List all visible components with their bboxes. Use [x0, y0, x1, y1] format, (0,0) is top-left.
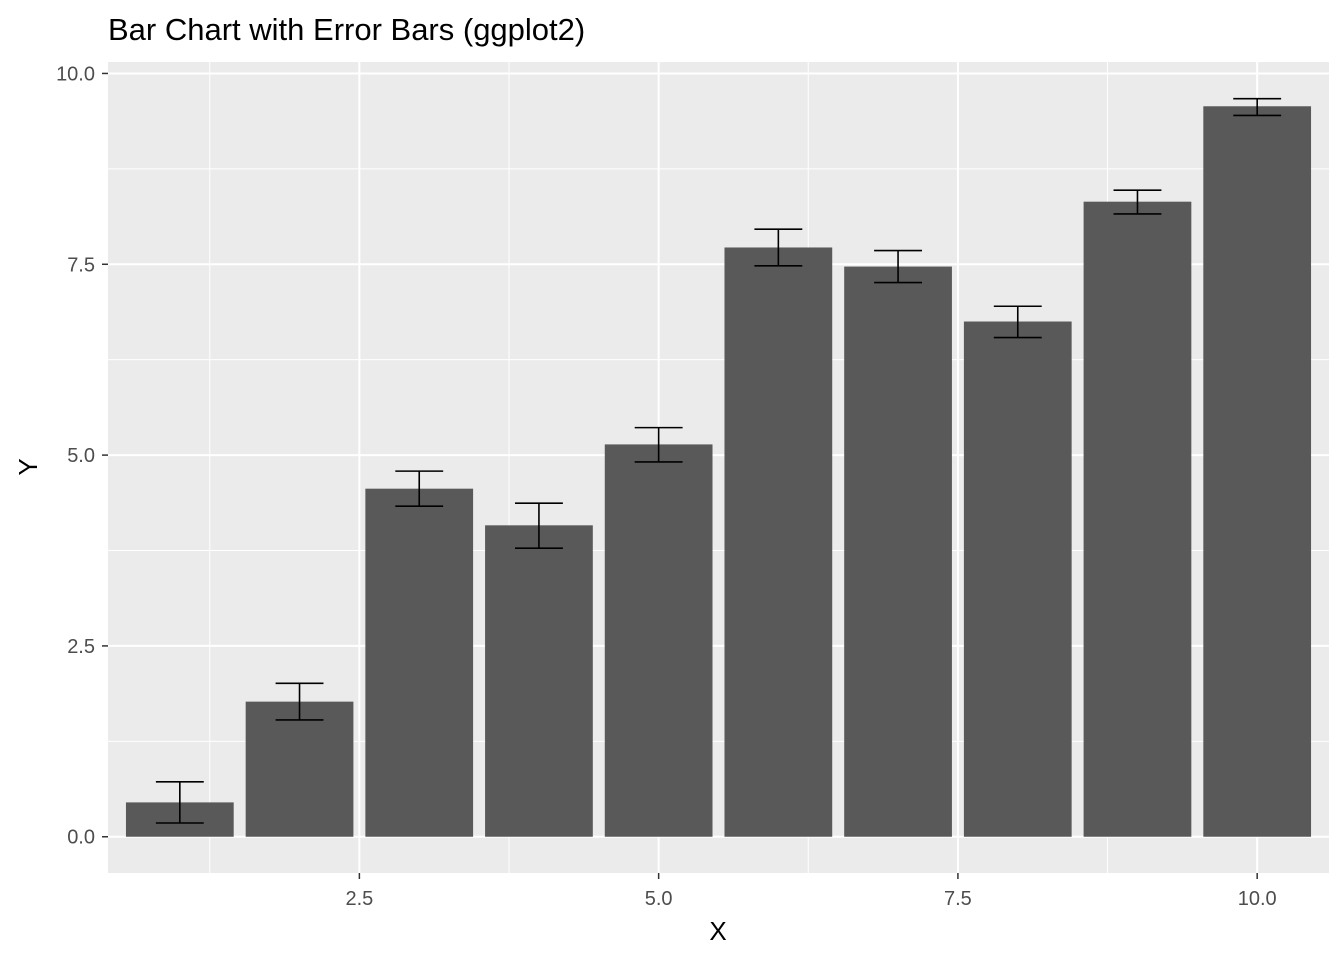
x-tick-label: 10.0	[1238, 888, 1277, 910]
axes: 2.5 5.0 7.5 10.0 0.0 2.5 5.0 7.5 10.0	[56, 63, 1277, 910]
error-bars	[155, 97, 1282, 824]
y-tick-label: 5.0	[67, 445, 95, 467]
error-bar	[515, 502, 563, 550]
bar	[365, 488, 474, 837]
y-tick-label: 7.5	[67, 254, 95, 276]
error-bar	[1233, 97, 1282, 117]
error-bar	[993, 305, 1042, 339]
x-tick-label: 5.0	[645, 888, 673, 910]
x-tick-label: 7.5	[944, 888, 972, 910]
x-axis-title: X	[709, 916, 726, 946]
bar	[724, 247, 833, 837]
error-bar	[155, 780, 204, 824]
bar	[485, 525, 593, 837]
y-tick-label: 0.0	[67, 827, 95, 849]
error-bar	[874, 249, 922, 284]
y-tick-label: 10.0	[56, 63, 95, 85]
bar	[963, 321, 1072, 837]
bars	[125, 106, 1312, 837]
error-bar	[634, 426, 683, 463]
x-tick-label: 2.5	[345, 888, 373, 910]
y-axis-title: Y	[13, 458, 43, 475]
chart-title: Bar Chart with Error Bars (ggplot2)	[108, 12, 585, 47]
bar	[604, 444, 713, 837]
bar	[1083, 201, 1192, 837]
error-bar	[754, 228, 803, 267]
bar	[1203, 106, 1312, 837]
bar	[245, 701, 354, 837]
error-bar	[395, 470, 444, 508]
bar	[844, 266, 952, 837]
error-bar	[1113, 189, 1162, 215]
error-bar	[275, 682, 324, 721]
y-tick-label: 2.5	[67, 636, 95, 658]
